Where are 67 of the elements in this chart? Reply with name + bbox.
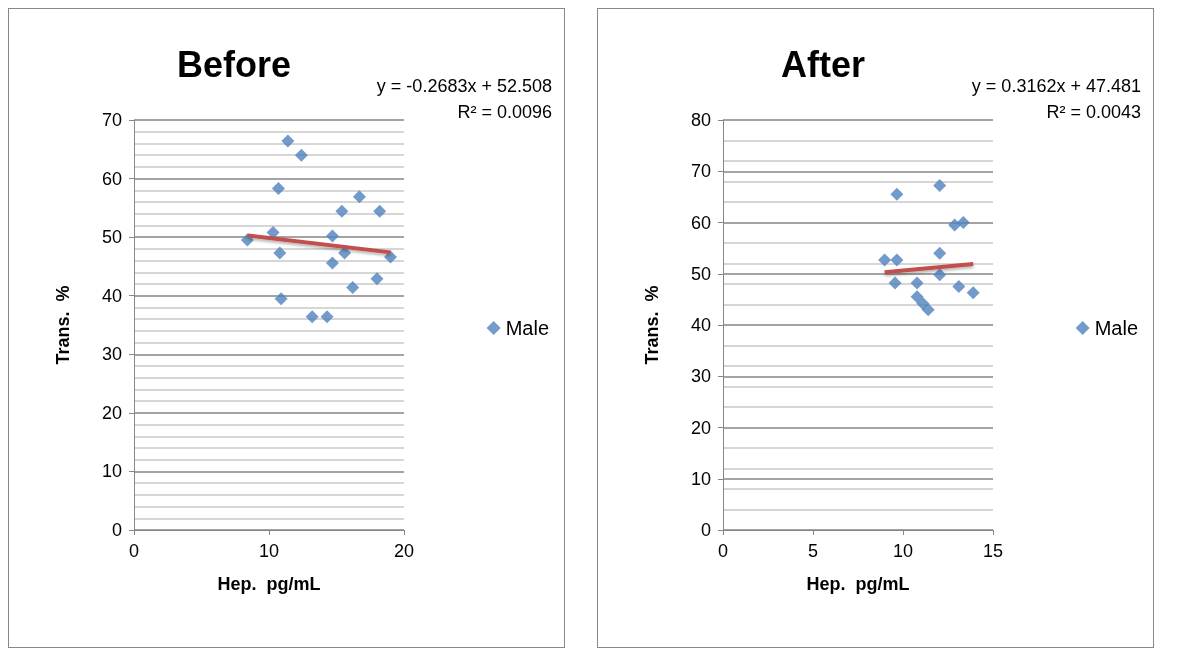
y-tick-label: 20 bbox=[101, 402, 122, 423]
text: y = -0.2683x + 52.508 bbox=[376, 76, 552, 96]
y-tick-label: 70 bbox=[690, 161, 711, 182]
point bbox=[294, 148, 308, 162]
point bbox=[273, 246, 287, 260]
x-tick-label: 0 bbox=[717, 541, 729, 561]
y-tick-label: 50 bbox=[101, 227, 122, 248]
point bbox=[910, 276, 924, 290]
point bbox=[921, 303, 935, 317]
point bbox=[305, 310, 319, 324]
y-axis-title: Trans. % bbox=[53, 285, 73, 365]
chart-title: After bbox=[780, 43, 866, 85]
y-tick-label: 40 bbox=[101, 285, 122, 306]
point bbox=[933, 246, 947, 260]
x-tick-label: 20 bbox=[393, 541, 415, 561]
y-tick-label: 0 bbox=[700, 520, 711, 540]
text: R² = 0.0043 bbox=[1046, 102, 1141, 122]
y-tick-label: 70 bbox=[101, 110, 122, 130]
text: y = 0.3162x + 47.481 bbox=[971, 76, 1141, 96]
point bbox=[890, 253, 904, 267]
point bbox=[370, 272, 384, 286]
point bbox=[933, 268, 947, 282]
x-axis-title: Hep. pg/mL bbox=[217, 574, 321, 594]
point bbox=[952, 280, 966, 294]
y-tick-label: 60 bbox=[690, 212, 711, 233]
y-tick-label: 10 bbox=[101, 461, 122, 482]
point bbox=[956, 216, 970, 229]
y-tick-label: 30 bbox=[690, 366, 711, 387]
x-tick-label: 5 bbox=[807, 541, 819, 561]
y-axis-title: Trans. % bbox=[642, 285, 662, 365]
point bbox=[916, 296, 930, 310]
point bbox=[888, 276, 902, 290]
y-tick-label: 10 bbox=[690, 468, 711, 489]
legend-label: Male bbox=[1094, 317, 1139, 339]
point bbox=[325, 256, 339, 270]
point bbox=[266, 225, 280, 239]
point bbox=[274, 292, 288, 306]
y-tick-label: 40 bbox=[690, 315, 711, 335]
y-tick-label: 30 bbox=[101, 344, 122, 365]
x-tick-label: 10 bbox=[892, 541, 914, 561]
point bbox=[346, 281, 360, 295]
x-axis-title: Hep. pg/mL bbox=[806, 574, 910, 594]
point bbox=[384, 250, 397, 264]
y-tick-label: 80 bbox=[690, 110, 711, 130]
point bbox=[933, 179, 947, 193]
point bbox=[352, 190, 366, 204]
y-tick-label: 0 bbox=[111, 520, 122, 540]
y-tick-label: 60 bbox=[101, 168, 122, 189]
point bbox=[335, 204, 349, 218]
x-tick-label: 15 bbox=[982, 541, 1004, 561]
x-tick-label: 10 bbox=[258, 541, 280, 561]
y-tick-label: 50 bbox=[690, 263, 711, 284]
point bbox=[948, 218, 962, 232]
point bbox=[325, 229, 339, 243]
chart-title: Before bbox=[176, 43, 292, 85]
point bbox=[281, 134, 295, 148]
text: R² = 0.0096 bbox=[457, 102, 552, 122]
point bbox=[320, 310, 334, 324]
legend-label: Male bbox=[505, 317, 550, 339]
point bbox=[966, 286, 980, 300]
y-tick-label: 20 bbox=[690, 417, 711, 438]
point bbox=[890, 187, 904, 201]
point bbox=[910, 290, 924, 304]
point bbox=[373, 204, 387, 218]
point bbox=[878, 253, 892, 267]
x-tick-label: 0 bbox=[128, 541, 140, 561]
point bbox=[271, 182, 285, 196]
